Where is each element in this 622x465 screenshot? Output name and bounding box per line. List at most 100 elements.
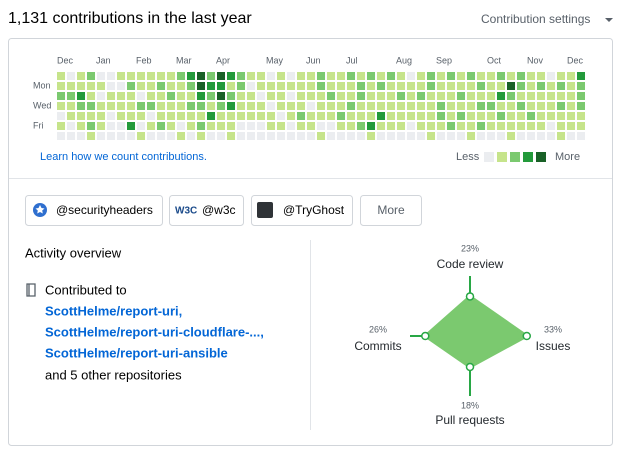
day-cell [247,72,255,80]
day-cell [267,122,275,130]
day-cell [157,112,165,120]
day-cell [427,92,435,100]
day-cell [247,112,255,120]
day-cell [257,112,265,120]
radar-point [522,331,532,341]
day-cell [367,82,375,90]
repo-link[interactable]: ScottHelme/report-uri-ansible [45,345,228,360]
day-cell [467,82,475,90]
day-cell [337,112,345,120]
month-label: Jan [96,55,111,65]
day-cell [407,112,415,120]
day-cell [527,82,535,90]
day-cell [287,102,295,110]
day-cell [307,122,315,130]
day-cell [257,122,265,130]
month-label: Apr [216,55,230,65]
day-cell [287,82,295,90]
day-cell [267,82,275,90]
day-cell [237,82,245,90]
day-cell [67,132,75,140]
day-cell [327,102,335,110]
day-cell [167,72,175,80]
day-cell [337,132,345,140]
day-cell [327,72,335,80]
day-cell [57,82,65,90]
day-cell [117,92,125,100]
day-cell [567,132,575,140]
day-cell [177,72,185,80]
day-cell [137,72,145,80]
contributed-to: Contributed to [45,282,127,297]
day-cell [377,112,385,120]
day-cell [417,122,425,130]
day-cell [577,112,585,120]
day-cell [277,82,285,90]
legend-cell [510,152,520,162]
org-button[interactable] [169,195,244,226]
day-cell [347,82,355,90]
day-cell [537,72,545,80]
day-cell [527,112,535,120]
day-cell [127,132,135,140]
day-cell [427,82,435,90]
day-cell [337,92,345,100]
day-cell [347,112,355,120]
legend-cell [523,152,533,162]
day-cell [517,132,525,140]
day-cell [557,112,565,120]
day-cell [187,92,195,100]
day-cell [547,82,555,90]
day-cell [387,112,395,120]
day-cell [437,132,445,140]
repo-link[interactable]: ScottHelme/report-uri, [45,303,182,318]
day-cell [97,72,105,80]
day-cell [157,102,165,110]
day-cell [467,112,475,120]
org-button[interactable] [25,195,163,226]
day-cell [477,82,485,90]
day-cell [417,92,425,100]
day-cell [157,132,165,140]
day-cell [357,112,365,120]
org-button[interactable] [251,195,353,226]
day-cell [387,132,395,140]
more-button[interactable] [360,195,422,226]
radar-value: 18% [461,400,479,410]
caret [605,18,613,22]
day-cell [487,122,495,130]
day-cell [377,82,385,90]
day-cell [507,122,515,130]
day-cell [297,122,305,130]
day-cell [327,82,335,90]
day-label: Fri [33,120,44,130]
day-cell [537,112,545,120]
day-cell [147,92,155,100]
day-cell [577,102,585,110]
day-cell [367,122,375,130]
day-cell [457,102,465,110]
day-cell [217,72,225,80]
radar-value: 23% [461,243,479,253]
day-cell [567,92,575,100]
day-cell [257,72,265,80]
day-cell [207,72,215,80]
settings-menu[interactable]: Contribution settings [481,12,590,26]
day-cell [537,132,545,140]
month-label: Feb [136,55,152,65]
learn-link[interactable]: Learn how we count contributions. [40,151,207,163]
day-cell [117,102,125,110]
day-cell [87,82,95,90]
day-cell [307,102,315,110]
day-cell [127,122,135,130]
org-name: @TryGhost [283,203,345,217]
day-cell [337,102,345,110]
repo-link[interactable]: ScottHelme/report-uri-cloudflare-..., [45,324,264,339]
day-cell [57,122,65,130]
day-cell [147,132,155,140]
day-cell [317,102,325,110]
day-cell [547,112,555,120]
day-cell [307,92,315,100]
legend-less: Less [456,151,480,163]
radar-value: 33% [544,324,562,334]
